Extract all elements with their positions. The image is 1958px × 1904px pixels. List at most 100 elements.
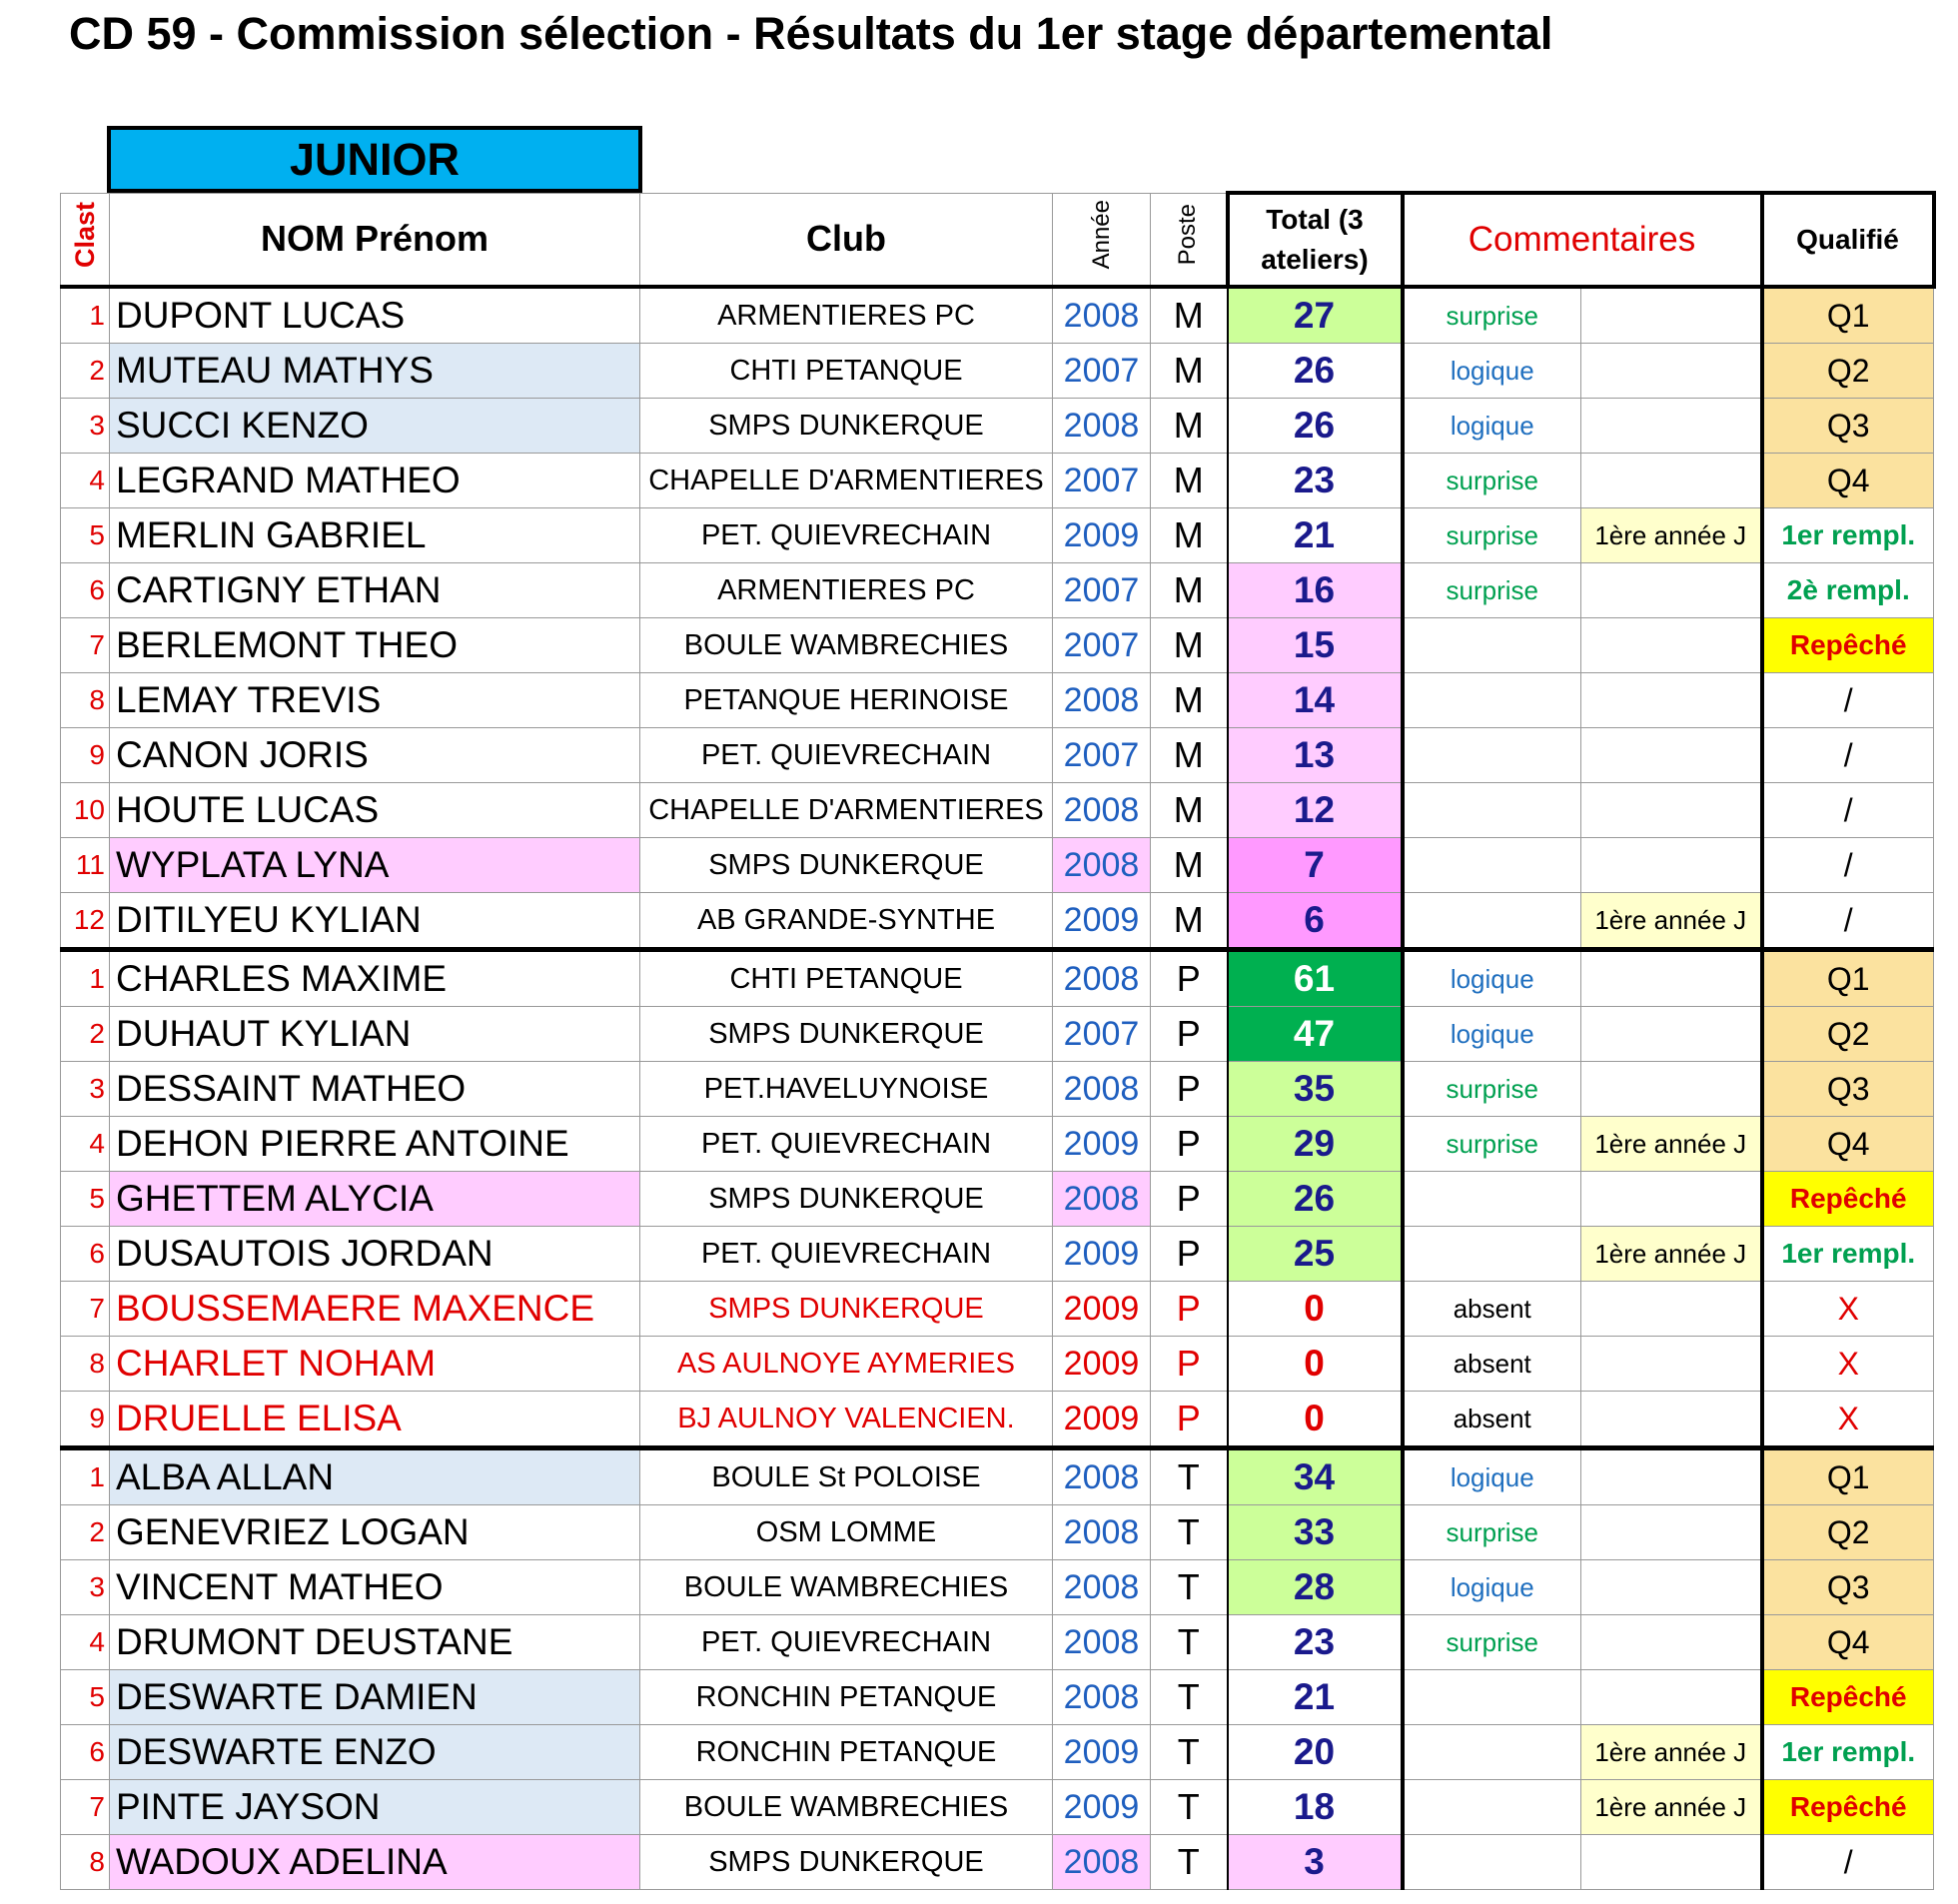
total-cell: 26 [1226, 398, 1405, 454]
year-cell: 2007 [1052, 1006, 1151, 1062]
rank-cell: 6 [60, 562, 110, 618]
header-cell: Qualifié [1759, 191, 1936, 289]
poste-cell: M [1150, 617, 1228, 673]
poste-cell: P [1150, 1226, 1228, 1282]
year-cell: 2009 [1052, 892, 1151, 950]
qualified-cell: Q2 [1759, 1504, 1934, 1560]
name-cell: DUPONT LUCAS [109, 286, 640, 344]
year-cell: 2007 [1052, 453, 1151, 508]
comment-cell: surprise [1402, 1061, 1581, 1117]
rank-cell: 9 [60, 1391, 110, 1448]
total-cell: 20 [1226, 1724, 1405, 1780]
club-cell: RONCHIN PETANQUE [639, 1724, 1053, 1780]
note-cell: 1ère année J [1580, 1226, 1762, 1282]
club-cell: BOULE WAMBRECHIES [639, 1779, 1053, 1835]
page-title: CD 59 - Commission sélection - Résultats… [69, 8, 1553, 59]
year-cell: 2007 [1052, 727, 1151, 783]
club-cell: SMPS DUNKERQUE [639, 1281, 1053, 1337]
header-cell: Poste [1150, 192, 1228, 289]
comment-cell [1402, 1834, 1581, 1890]
note-cell [1580, 1559, 1762, 1615]
rank-cell: 4 [60, 453, 110, 508]
qualified-cell: / [1759, 892, 1934, 950]
total-cell: 0 [1226, 1391, 1405, 1448]
year-cell: 2008 [1052, 947, 1151, 1007]
note-cell: 1ère année J [1580, 1779, 1762, 1835]
club-cell: SMPS DUNKERQUE [639, 837, 1053, 893]
poste-cell: T [1150, 1724, 1228, 1780]
year-cell: 2008 [1052, 1171, 1151, 1227]
poste-cell: M [1150, 892, 1228, 950]
note-cell [1580, 1281, 1762, 1337]
club-cell: ARMENTIERES PC [639, 286, 1053, 344]
qualified-cell: Q3 [1759, 398, 1934, 454]
rank-cell: 3 [60, 1559, 110, 1615]
name-cell: ALBA ALLAN [109, 1445, 640, 1505]
rank-cell: 2 [60, 343, 110, 399]
club-cell: PET. QUIEVRECHAIN [639, 507, 1053, 563]
rank-cell: 5 [60, 507, 110, 563]
club-cell: SMPS DUNKERQUE [639, 398, 1053, 454]
poste-cell: P [1150, 1336, 1228, 1392]
rank-cell: 3 [60, 398, 110, 454]
year-cell: 2007 [1052, 562, 1151, 618]
name-cell: DESSAINT MATHEO [109, 1061, 640, 1117]
poste-cell: M [1150, 343, 1228, 399]
total-cell: 23 [1226, 1614, 1405, 1670]
rank-cell: 11 [60, 837, 110, 893]
poste-cell: T [1150, 1504, 1228, 1560]
qualified-cell: 1er rempl. [1759, 1724, 1934, 1780]
rank-cell: 6 [60, 1724, 110, 1780]
note-cell: 1ère année J [1580, 1724, 1762, 1780]
name-cell: CANON JORIS [109, 727, 640, 783]
rank-cell: 5 [60, 1171, 110, 1227]
result-row: 3 VINCENT MATHEO BOULE WAMBRECHIES 2008 T 28 l… [60, 1559, 1934, 1615]
qualified-cell: Q4 [1759, 1614, 1934, 1670]
name-cell: DITILYEU KYLIAN [109, 892, 640, 950]
year-cell: 2009 [1052, 1391, 1151, 1448]
comment-cell: surprise [1402, 1116, 1581, 1172]
qualified-cell: / [1759, 672, 1934, 728]
name-cell: MUTEAU MATHYS [109, 343, 640, 399]
year-cell: 2009 [1052, 1779, 1151, 1835]
total-cell: 16 [1226, 562, 1405, 618]
name-cell: GENEVRIEZ LOGAN [109, 1504, 640, 1560]
total-cell: 0 [1226, 1281, 1405, 1337]
note-cell [1580, 286, 1762, 344]
qualified-cell: Q1 [1759, 947, 1934, 1007]
total-cell: 47 [1226, 1006, 1405, 1062]
rank-cell: 1 [60, 286, 110, 344]
year-cell: 2008 [1052, 1061, 1151, 1117]
qualified-cell: Q2 [1759, 343, 1934, 399]
qualified-cell: Repêché [1759, 1779, 1934, 1835]
club-cell: PET.HAVELUYNOISE [639, 1061, 1053, 1117]
qualified-cell: / [1759, 782, 1934, 838]
header-cell: Total (3 ateliers) [1225, 191, 1405, 289]
note-cell [1580, 398, 1762, 454]
club-cell: PET. QUIEVRECHAIN [639, 727, 1053, 783]
year-cell: 2009 [1052, 507, 1151, 563]
total-cell: 28 [1226, 1559, 1405, 1615]
total-cell: 6 [1226, 892, 1405, 950]
comment-cell [1402, 837, 1581, 893]
rank-cell: 4 [60, 1614, 110, 1670]
comment-cell: surprise [1402, 286, 1581, 344]
result-row: 6 DESWARTE ENZO RONCHIN PETANQUE 2009 T 20 1èr… [60, 1724, 1934, 1780]
poste-cell: P [1150, 1171, 1228, 1227]
club-cell: SMPS DUNKERQUE [639, 1171, 1053, 1227]
note-cell: 1ère année J [1580, 507, 1762, 563]
result-row: 3 SUCCI KENZO SMPS DUNKERQUE 2008 M 26 logique… [60, 398, 1934, 454]
poste-cell: T [1150, 1559, 1228, 1615]
poste-cell: M [1150, 507, 1228, 563]
name-cell: DUHAUT KYLIAN [109, 1006, 640, 1062]
name-cell: WADOUX ADELINA [109, 1834, 640, 1890]
club-cell: AS AULNOYE AYMERIES [639, 1336, 1053, 1392]
year-cell: 2008 [1052, 286, 1151, 344]
result-row: 2 DUHAUT KYLIAN SMPS DUNKERQUE 2007 P 47 logiq… [60, 1006, 1934, 1062]
year-cell: 2008 [1052, 782, 1151, 838]
club-cell: BJ AULNOY VALENCIEN. [639, 1391, 1053, 1448]
club-cell: ARMENTIERES PC [639, 562, 1053, 618]
note-cell [1580, 1171, 1762, 1227]
club-cell: PETANQUE HERINOISE [639, 672, 1053, 728]
rank-cell: 8 [60, 1336, 110, 1392]
